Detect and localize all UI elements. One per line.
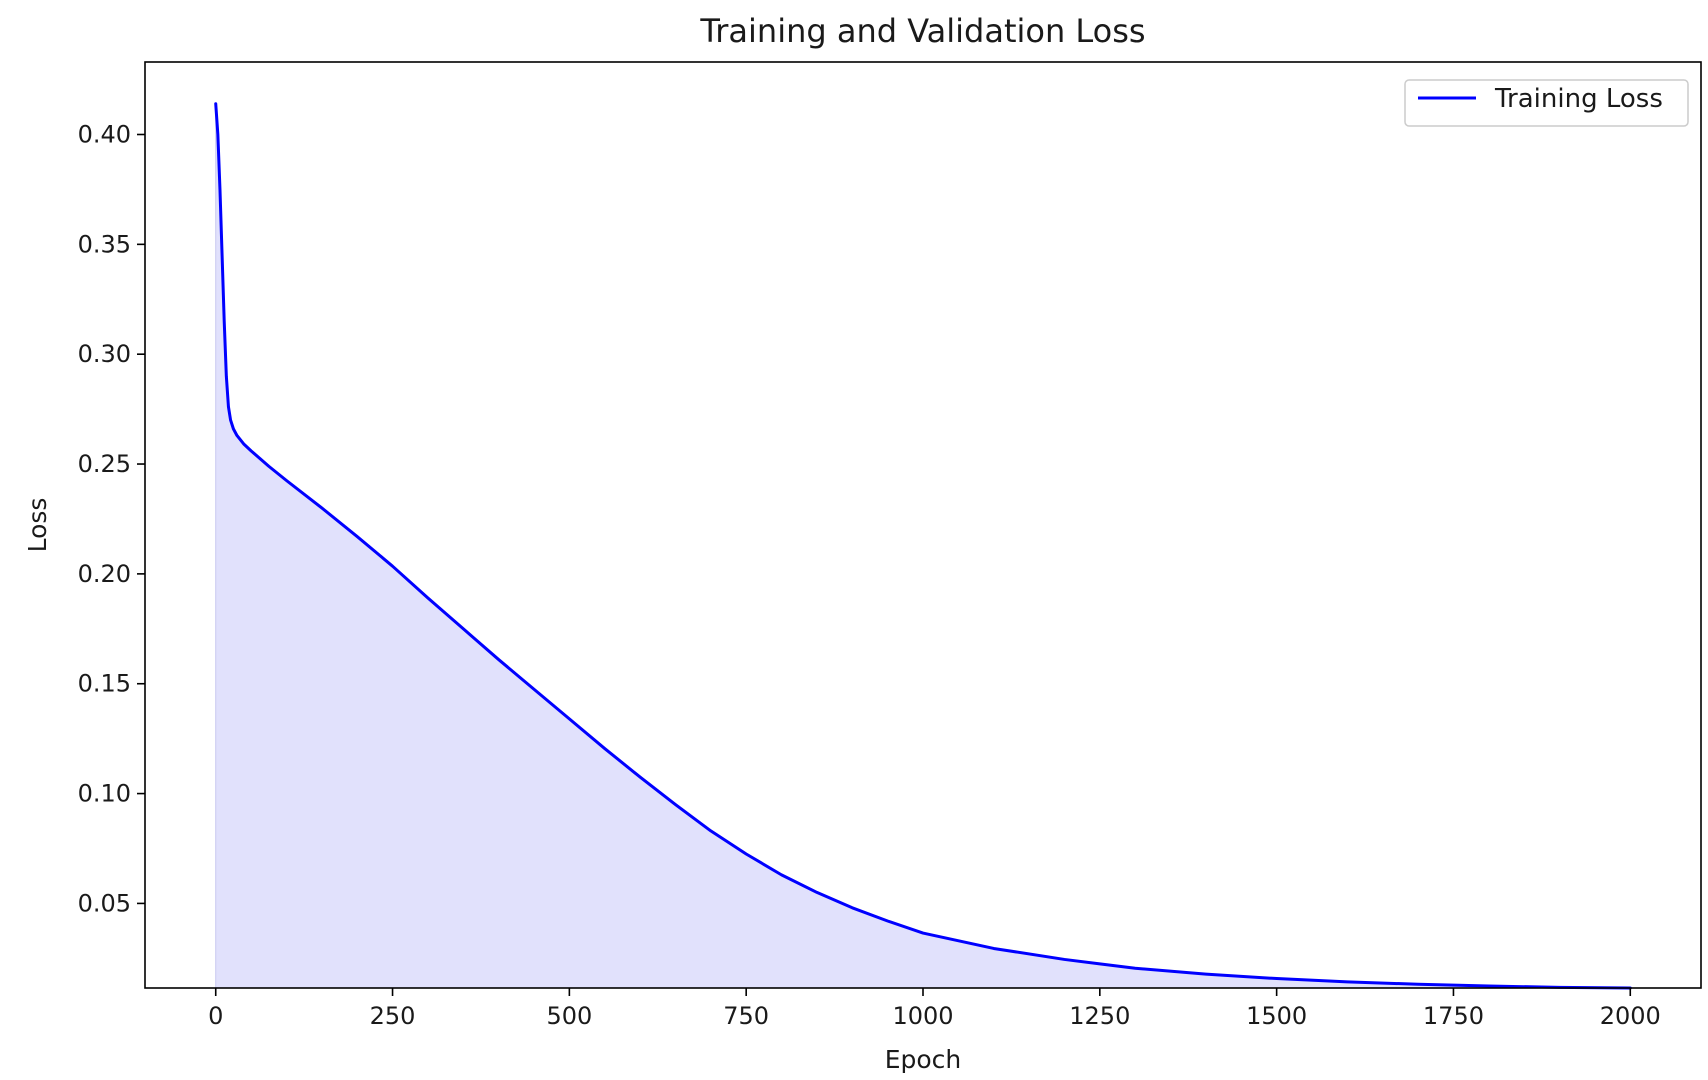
x-tick-label: 500: [546, 1002, 592, 1030]
legend-box: [1404, 79, 1689, 127]
x-axis-label: Epoch: [885, 1045, 962, 1074]
legend: Training Loss: [1404, 79, 1689, 127]
x-tick-label: 1750: [1423, 1002, 1484, 1030]
x-axis-ticks: 0 250 500 750 1000 1250 1500 1750 2000: [208, 988, 1661, 1030]
y-tick-label: 0.20: [78, 560, 131, 588]
y-tick-label: 0.05: [78, 889, 131, 917]
y-tick-label: 0.35: [78, 230, 131, 258]
training-loss-line: [214, 102, 1632, 990]
x-tick-label: 1500: [1246, 1002, 1307, 1030]
x-tick-label: 1000: [892, 1002, 953, 1030]
plot-area: [214, 102, 1632, 990]
y-axis-ticks: 0.05 0.10 0.15 0.20 0.25 0.30 0.35 0.40: [78, 120, 145, 917]
y-tick-label: 0.15: [78, 670, 131, 698]
x-tick-label: 0: [208, 1002, 223, 1030]
chart-title: Training and Validation Loss: [699, 12, 1145, 50]
y-tick-label: 0.30: [78, 340, 131, 368]
x-tick-label: 1250: [1069, 1002, 1130, 1030]
legend-label-training-loss: Training Loss: [1494, 84, 1663, 114]
x-tick-label: 750: [723, 1002, 769, 1030]
y-tick-label: 0.40: [78, 120, 131, 148]
x-tick-label: 2000: [1600, 1002, 1661, 1030]
y-tick-label: 0.10: [78, 780, 131, 808]
x-tick-label: 250: [370, 1002, 416, 1030]
y-tick-label: 0.25: [78, 450, 131, 478]
y-axis-label: Loss: [23, 498, 52, 553]
